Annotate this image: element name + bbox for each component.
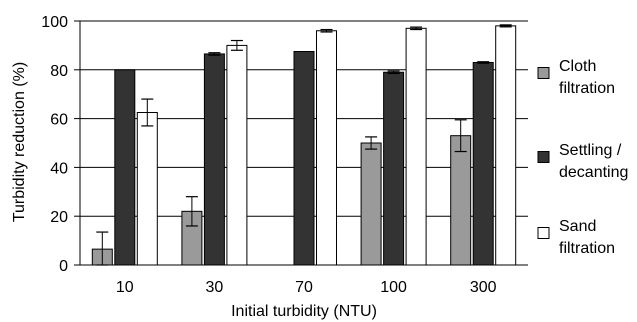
x-tick-label: 100 — [380, 279, 407, 296]
bars — [91, 25, 517, 266]
bar — [383, 71, 405, 266]
y-tick-label: 20 — [50, 209, 68, 226]
legend: Cloth filtration Settling / decanting Sand fi… — [537, 58, 628, 257]
axes — [74, 20, 528, 266]
y-axis-label: Turbidity reduction (%) — [11, 62, 28, 222]
bar — [316, 30, 337, 266]
legend-label: filtration — [559, 240, 615, 257]
legend-label: decanting — [559, 164, 628, 181]
x-tick-label: 70 — [295, 279, 313, 296]
legend-label: Sand — [559, 218, 596, 235]
bar — [136, 112, 158, 266]
x-tick-label: 10 — [116, 279, 134, 296]
legend-swatch — [537, 151, 550, 163]
legend-swatch — [537, 227, 550, 239]
bar — [293, 51, 315, 266]
y-tick-label: 60 — [50, 112, 68, 129]
x-axis-label: Initial turbidity (NTU) — [231, 303, 377, 320]
legend-label: Cloth — [559, 58, 596, 75]
legend-swatch — [537, 67, 550, 79]
bar — [203, 53, 225, 266]
x-tick-label: 300 — [470, 279, 497, 296]
bar — [450, 135, 472, 266]
tick-labels: 0 20 40 60 80 100 10 30 70 100 300 — [41, 14, 496, 296]
y-tick-label: 100 — [41, 14, 68, 31]
y-tick-label: 0 — [59, 258, 68, 275]
legend-label: Settling / — [559, 142, 622, 159]
y-tick-label: 40 — [50, 160, 68, 177]
y-tick-label: 80 — [50, 63, 68, 80]
bar — [495, 25, 517, 266]
x-tick-label: 30 — [206, 279, 224, 296]
bar — [360, 142, 382, 266]
bar — [114, 69, 136, 266]
bar — [472, 61, 494, 266]
bar — [226, 44, 248, 266]
legend-label: filtration — [559, 80, 615, 97]
bar — [405, 27, 427, 266]
